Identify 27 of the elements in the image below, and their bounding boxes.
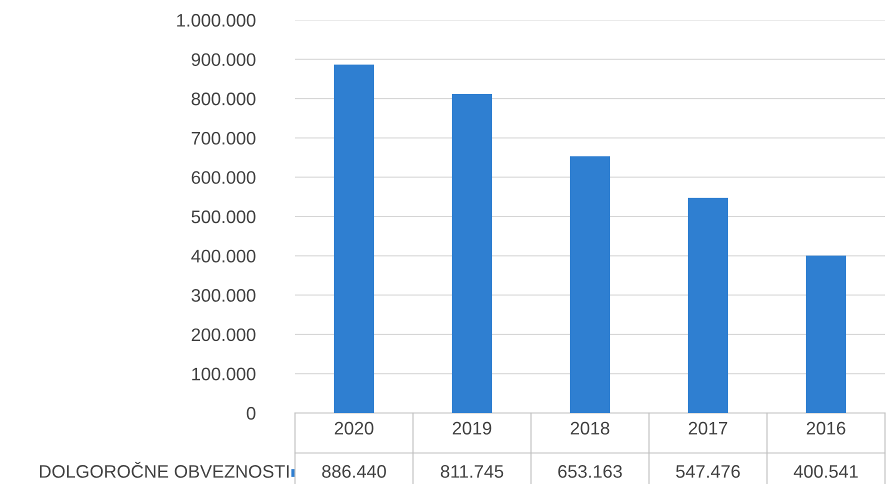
y-tick-label: 900.000 xyxy=(192,53,256,66)
legend-label: DOLGOROČNE OBVEZNOSTI xyxy=(40,462,289,478)
x-tick-label: 2019 xyxy=(452,422,492,435)
y-tick-label: 0 xyxy=(246,406,256,420)
y-tick-label: 500.000 xyxy=(192,210,256,224)
data-label: 547.476 xyxy=(676,465,740,478)
bar xyxy=(452,94,492,413)
y-tick-label: 700.000 xyxy=(192,132,256,145)
bar xyxy=(570,156,610,413)
y-tick-label: 800.000 xyxy=(192,92,256,106)
y-tick-label: 1.000.000 xyxy=(177,14,256,27)
data-label: 886.440 xyxy=(322,465,386,478)
x-tick-label: 2016 xyxy=(806,422,846,435)
x-tick-label: 2018 xyxy=(570,422,610,435)
y-tick-label: 600.000 xyxy=(192,171,256,184)
y-tick-label: 200.000 xyxy=(192,328,256,342)
bar xyxy=(688,198,728,413)
data-label: 811.745 xyxy=(440,465,504,478)
x-tick-label: 2017 xyxy=(688,422,728,435)
data-label: 653.163 xyxy=(558,465,622,478)
y-tick-label: 300.000 xyxy=(192,289,256,302)
bar xyxy=(334,64,374,413)
y-tick-label: 100.000 xyxy=(192,368,256,380)
bar xyxy=(806,256,846,413)
x-tick-label: 2020 xyxy=(334,422,374,435)
data-label: 400.541 xyxy=(794,465,858,478)
y-tick-label: 400.000 xyxy=(191,250,256,263)
